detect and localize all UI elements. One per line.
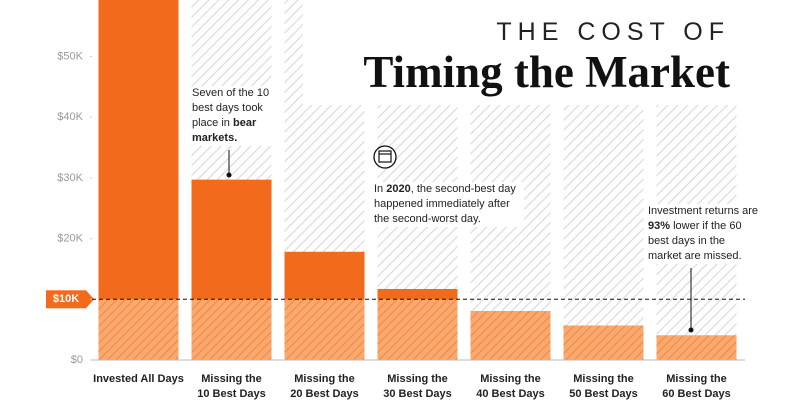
y-tick-label: $0 bbox=[71, 354, 83, 366]
annotation-text: 93% bbox=[648, 220, 671, 232]
chart-title: Timing the Market bbox=[363, 47, 730, 97]
x-tick-label: Missing the 20 Best Days bbox=[290, 373, 359, 400]
annotation-text: Investment returns are bbox=[648, 205, 759, 217]
annotation: Investment returns are 93% lower if the … bbox=[648, 204, 760, 264]
x-tick-label: Missing the 10 Best Days bbox=[197, 373, 266, 400]
icon-calendar bbox=[378, 150, 392, 163]
bar-hatch bbox=[191, 299, 272, 360]
annotation-text: bear markets. bbox=[192, 117, 257, 144]
annotation-text: In bbox=[374, 183, 387, 195]
annotation-text: , the second-best day happened immediate… bbox=[374, 183, 516, 225]
bar-hatch bbox=[470, 311, 551, 360]
bar-hatch bbox=[377, 299, 458, 360]
bar-hatch bbox=[563, 325, 644, 360]
annotation-text: lower if the 60 best days in the market … bbox=[648, 220, 742, 262]
bar-hatch bbox=[98, 299, 179, 360]
icon-ring bbox=[373, 145, 397, 169]
leader-dot bbox=[226, 172, 232, 178]
leader-dot bbox=[688, 327, 694, 333]
bar-hatch bbox=[284, 299, 365, 360]
x-tick-label: Missing the 60 Best Days bbox=[662, 373, 731, 400]
title-box bbox=[303, 0, 800, 105]
y-tick-label: $20K bbox=[57, 232, 83, 244]
x-tick-label: Invested All Days bbox=[93, 373, 184, 385]
y-tick-label: $50K bbox=[57, 50, 83, 62]
annotation: In 2020, the second-best day happened im… bbox=[374, 182, 524, 227]
bar-hatch bbox=[656, 335, 737, 360]
kicker: THE COST OF bbox=[496, 18, 730, 46]
x-tick-label: Missing the 30 Best Days bbox=[383, 373, 452, 400]
y-tick-label: $10K bbox=[53, 293, 79, 305]
x-tick-label: Missing the 50 Best Days bbox=[569, 373, 638, 400]
x-tick-label: Missing the 40 Best Days bbox=[476, 373, 545, 400]
reference-badge bbox=[46, 290, 86, 309]
y-tick-label: $40K bbox=[57, 111, 83, 123]
annotation: Seven of the 10 best days took place in … bbox=[192, 86, 274, 146]
y-tick-label: $30K bbox=[57, 172, 83, 184]
annotation-text: 2020 bbox=[386, 183, 411, 195]
annotation-text: Seven of the 10 best days took place in bbox=[192, 87, 270, 129]
